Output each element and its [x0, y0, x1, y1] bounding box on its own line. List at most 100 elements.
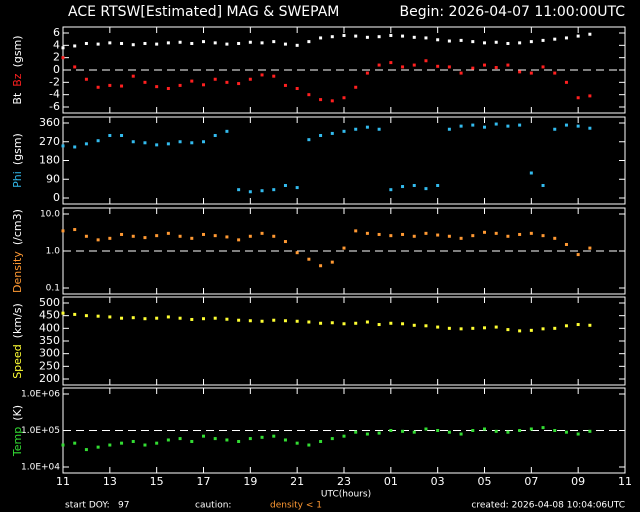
point [529, 40, 533, 44]
point [248, 77, 252, 81]
point [237, 439, 241, 443]
point [389, 321, 393, 325]
point [61, 311, 65, 315]
point [283, 240, 287, 244]
legend-entry: Phi [11, 171, 24, 188]
point [541, 38, 545, 42]
y-tick-label: 400 [39, 321, 60, 334]
point [260, 73, 264, 77]
point [73, 441, 77, 445]
point [166, 438, 170, 442]
point [225, 80, 229, 84]
point [564, 324, 568, 328]
point [588, 246, 592, 250]
point [260, 41, 264, 45]
point [248, 319, 252, 323]
point [120, 232, 124, 236]
point [377, 35, 381, 39]
y-tick-label: 90 [46, 172, 60, 185]
point [131, 74, 135, 78]
y-tick-label: 360 [39, 116, 60, 129]
point [412, 35, 416, 39]
point [541, 426, 545, 430]
point [518, 41, 522, 45]
x-tick-label: 11 [618, 475, 632, 488]
y-tick-label: -4 [49, 88, 60, 101]
point [73, 145, 77, 149]
point [354, 321, 358, 325]
point [377, 232, 381, 236]
point [84, 314, 88, 318]
point [213, 437, 217, 441]
point [401, 322, 405, 326]
point [202, 317, 205, 321]
point [178, 140, 182, 144]
point [459, 38, 463, 42]
point [401, 65, 405, 69]
point [354, 34, 358, 38]
point [178, 437, 182, 441]
point [365, 231, 369, 235]
y-tick-label: 250 [39, 359, 60, 372]
point [260, 231, 264, 235]
point [330, 321, 334, 325]
y-tick-label: 1.0E+06 [21, 390, 60, 400]
point [61, 443, 65, 447]
point [389, 188, 393, 192]
point [248, 437, 252, 441]
point [541, 234, 545, 238]
point [342, 96, 346, 100]
point [120, 441, 124, 445]
point [483, 326, 486, 330]
point [576, 96, 580, 100]
point [459, 327, 463, 331]
point [73, 228, 77, 232]
point [494, 429, 498, 433]
point [494, 40, 498, 44]
point [506, 41, 510, 45]
x-tick-label: 23 [337, 475, 351, 488]
point [365, 320, 369, 324]
point [588, 323, 592, 327]
point [143, 236, 147, 240]
point [84, 77, 88, 81]
x-tick-label: 19 [243, 475, 257, 488]
y-axis-label: Phi (gsm) [11, 133, 24, 188]
point [354, 229, 358, 233]
point [237, 238, 241, 242]
y-tick-label: 500 [39, 296, 60, 309]
point [506, 430, 510, 434]
point [283, 184, 287, 187]
point [237, 82, 241, 86]
point [319, 134, 323, 137]
point [412, 63, 416, 67]
created: created: 2026-04-08 10:04:06UTC [471, 501, 625, 511]
point [342, 129, 346, 133]
point [447, 127, 451, 131]
point [588, 94, 592, 98]
point [447, 65, 451, 69]
point [120, 41, 124, 45]
point [412, 234, 416, 238]
point [424, 324, 428, 328]
point [342, 434, 346, 438]
point [108, 443, 112, 447]
point [295, 441, 299, 445]
point [237, 318, 241, 322]
point [190, 41, 194, 45]
y-axis-label: Temp (K) [11, 405, 24, 457]
point [260, 319, 264, 323]
point [459, 71, 463, 75]
point [225, 438, 229, 442]
point [155, 42, 159, 46]
point [389, 33, 393, 37]
point [424, 187, 428, 191]
point [166, 87, 170, 90]
point [330, 437, 334, 441]
point [541, 184, 545, 187]
point [377, 323, 381, 327]
point [529, 171, 533, 175]
point [190, 141, 194, 145]
point [131, 234, 135, 238]
point [436, 184, 440, 187]
